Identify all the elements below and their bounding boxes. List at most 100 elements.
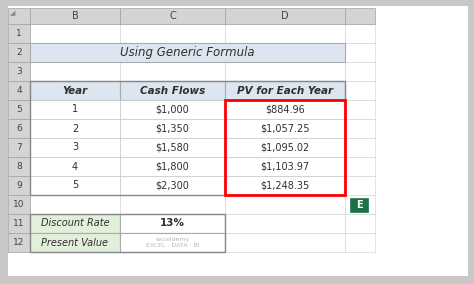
Bar bbox=[30, 214, 225, 252]
Text: 3: 3 bbox=[16, 67, 22, 76]
Bar bbox=[225, 138, 345, 157]
Bar bbox=[225, 157, 345, 176]
Text: C: C bbox=[169, 11, 176, 21]
Text: 2: 2 bbox=[72, 124, 78, 133]
Bar bbox=[225, 119, 345, 138]
Bar bbox=[30, 8, 120, 24]
Bar bbox=[30, 214, 120, 233]
Bar bbox=[120, 119, 225, 138]
Text: Present Value: Present Value bbox=[42, 237, 109, 247]
Text: Discount Rate: Discount Rate bbox=[41, 218, 109, 229]
Text: 10: 10 bbox=[13, 200, 25, 209]
Bar bbox=[225, 62, 345, 81]
Text: E: E bbox=[356, 200, 362, 210]
Bar bbox=[120, 176, 225, 195]
Bar bbox=[225, 81, 345, 100]
Bar bbox=[345, 233, 375, 252]
Bar bbox=[120, 233, 225, 252]
Bar bbox=[30, 62, 120, 81]
Bar bbox=[30, 176, 120, 195]
Bar bbox=[8, 138, 30, 157]
Bar bbox=[225, 81, 345, 100]
Text: $884.96: $884.96 bbox=[265, 105, 305, 114]
Bar bbox=[120, 81, 225, 100]
Bar bbox=[345, 176, 375, 195]
Bar bbox=[120, 214, 225, 233]
Bar bbox=[30, 43, 120, 62]
Bar bbox=[8, 43, 30, 62]
Bar bbox=[225, 214, 345, 233]
Bar bbox=[30, 81, 120, 100]
Bar bbox=[225, 138, 345, 157]
Bar bbox=[120, 214, 225, 233]
Bar bbox=[8, 176, 30, 195]
Bar bbox=[30, 24, 120, 43]
Text: 8: 8 bbox=[16, 162, 22, 171]
Text: 12: 12 bbox=[13, 238, 25, 247]
Bar bbox=[225, 119, 345, 138]
Bar bbox=[30, 195, 120, 214]
Text: $1,580: $1,580 bbox=[155, 143, 190, 153]
Bar bbox=[30, 81, 345, 195]
Text: B: B bbox=[72, 11, 78, 21]
Bar bbox=[225, 100, 345, 119]
Bar bbox=[30, 138, 120, 157]
Bar bbox=[120, 62, 225, 81]
Bar bbox=[225, 100, 345, 119]
Bar bbox=[120, 100, 225, 119]
Text: $1,095.02: $1,095.02 bbox=[260, 143, 310, 153]
Bar bbox=[120, 157, 225, 176]
Text: exceldemy
EXCEL · DATA · BI: exceldemy EXCEL · DATA · BI bbox=[146, 237, 199, 248]
Bar bbox=[8, 100, 30, 119]
Bar bbox=[30, 81, 120, 100]
Bar bbox=[120, 138, 225, 157]
Bar bbox=[30, 214, 120, 233]
Text: $1,000: $1,000 bbox=[155, 105, 190, 114]
Text: 4: 4 bbox=[72, 162, 78, 172]
Text: 5: 5 bbox=[72, 181, 78, 191]
Text: 3: 3 bbox=[72, 143, 78, 153]
Bar bbox=[345, 214, 375, 233]
Bar bbox=[30, 176, 120, 195]
Text: 7: 7 bbox=[16, 143, 22, 152]
Bar bbox=[225, 195, 345, 214]
Bar bbox=[30, 138, 120, 157]
Bar bbox=[120, 8, 225, 24]
Bar bbox=[120, 176, 225, 195]
Text: Cash Flows: Cash Flows bbox=[140, 85, 205, 95]
Bar bbox=[345, 157, 375, 176]
Bar bbox=[8, 24, 30, 43]
Text: 13%: 13% bbox=[160, 218, 185, 229]
Bar bbox=[345, 62, 375, 81]
Bar bbox=[8, 81, 30, 100]
Bar bbox=[225, 24, 345, 43]
Bar bbox=[30, 100, 120, 119]
Bar bbox=[30, 43, 345, 62]
Bar bbox=[30, 157, 120, 176]
Text: ◢: ◢ bbox=[10, 10, 15, 16]
Bar bbox=[8, 233, 30, 252]
Bar bbox=[345, 8, 375, 24]
Bar bbox=[30, 100, 120, 119]
Text: 1: 1 bbox=[72, 105, 78, 114]
Bar bbox=[120, 195, 225, 214]
Text: 6: 6 bbox=[16, 124, 22, 133]
Bar bbox=[225, 8, 345, 24]
Bar bbox=[8, 119, 30, 138]
Text: 2: 2 bbox=[16, 48, 22, 57]
Bar bbox=[345, 119, 375, 138]
Bar bbox=[30, 233, 120, 252]
Bar bbox=[120, 43, 225, 62]
Bar bbox=[225, 176, 345, 195]
Bar bbox=[345, 100, 375, 119]
Bar bbox=[120, 119, 225, 138]
Bar bbox=[8, 214, 30, 233]
Text: Using Generic Formula: Using Generic Formula bbox=[120, 46, 255, 59]
Bar bbox=[30, 119, 120, 138]
Bar bbox=[120, 233, 225, 252]
Text: $1,103.97: $1,103.97 bbox=[260, 162, 310, 172]
Text: $1,057.25: $1,057.25 bbox=[260, 124, 310, 133]
Text: $1,800: $1,800 bbox=[155, 162, 190, 172]
Bar bbox=[345, 43, 375, 62]
Bar bbox=[225, 157, 345, 176]
